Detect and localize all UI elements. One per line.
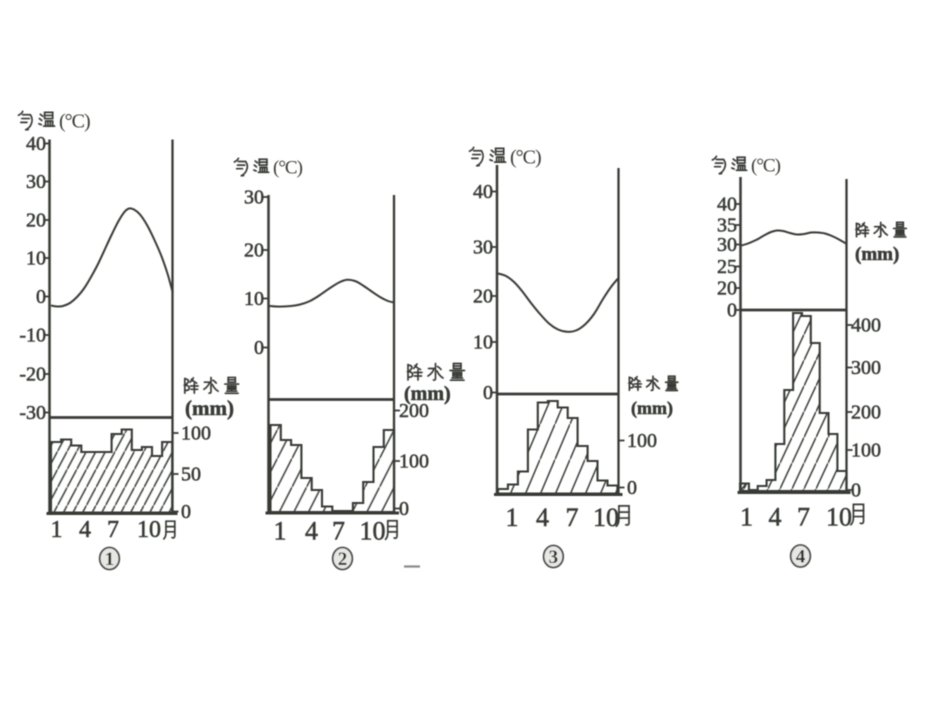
svg-text:10: 10 (26, 248, 46, 270)
svg-text:0: 0 (627, 477, 637, 499)
svg-text:3: 3 (549, 547, 559, 568)
svg-text:0: 0 (399, 498, 409, 520)
svg-text:4: 4 (796, 547, 806, 568)
svg-text:(°C): (°C) (751, 156, 781, 177)
svg-text:30: 30 (244, 187, 264, 209)
svg-text:100: 100 (181, 423, 211, 445)
svg-text:4: 4 (536, 503, 549, 532)
svg-text:1: 1 (740, 503, 753, 532)
svg-text:200: 200 (399, 400, 429, 422)
svg-text:100: 100 (851, 440, 881, 462)
svg-text:-10: -10 (19, 325, 46, 347)
svg-text:300: 300 (851, 357, 881, 379)
svg-text:1: 1 (105, 549, 115, 570)
svg-text:-30: -30 (19, 402, 46, 424)
svg-text:20: 20 (26, 210, 46, 232)
svg-text:(mm): (mm) (185, 396, 234, 420)
svg-text:(°C): (°C) (510, 147, 541, 169)
svg-text:40: 40 (26, 133, 46, 155)
svg-text:(mm): (mm) (855, 244, 899, 265)
svg-text:1: 1 (506, 503, 519, 532)
svg-text:4: 4 (769, 503, 782, 532)
svg-text:-20: -20 (19, 364, 46, 386)
svg-text:10: 10 (473, 332, 493, 354)
svg-text:0: 0 (254, 337, 264, 359)
svg-text:200: 200 (851, 402, 881, 424)
svg-text:0: 0 (181, 501, 191, 523)
svg-text:10: 10 (593, 503, 619, 532)
svg-text:400: 400 (851, 315, 881, 337)
svg-text:20: 20 (473, 286, 493, 308)
svg-text:0: 0 (851, 480, 861, 502)
svg-text:7: 7 (107, 517, 119, 543)
svg-text:100: 100 (627, 430, 657, 452)
svg-text:20: 20 (717, 278, 737, 300)
svg-text:(mm): (mm) (404, 383, 451, 405)
svg-text:(°C): (°C) (273, 158, 303, 179)
svg-text:25: 25 (717, 256, 737, 278)
svg-text:40: 40 (717, 194, 737, 216)
svg-text:(mm): (mm) (631, 398, 673, 419)
svg-text:10: 10 (826, 503, 852, 532)
svg-text:100: 100 (399, 451, 429, 473)
svg-text:10: 10 (137, 517, 161, 543)
svg-text:30: 30 (717, 234, 737, 256)
svg-text:7: 7 (797, 503, 810, 532)
svg-text:0: 0 (727, 300, 737, 322)
svg-text:30: 30 (473, 237, 493, 259)
svg-text:35: 35 (717, 215, 737, 237)
svg-text:1: 1 (51, 517, 63, 543)
svg-text:50: 50 (181, 464, 201, 486)
svg-text:4: 4 (305, 517, 318, 546)
svg-text:7: 7 (332, 517, 345, 546)
svg-text:20: 20 (244, 240, 264, 262)
svg-text:4: 4 (79, 517, 91, 543)
svg-text:(°C): (°C) (59, 111, 90, 133)
svg-text:1: 1 (274, 517, 287, 546)
svg-text:7: 7 (566, 503, 579, 532)
svg-text:0: 0 (36, 286, 46, 308)
svg-text:10: 10 (360, 517, 386, 546)
svg-text:2: 2 (338, 549, 348, 570)
svg-text:40: 40 (473, 181, 493, 203)
svg-text:10: 10 (244, 288, 264, 310)
svg-text:30: 30 (26, 171, 46, 193)
svg-text:0: 0 (483, 382, 493, 404)
